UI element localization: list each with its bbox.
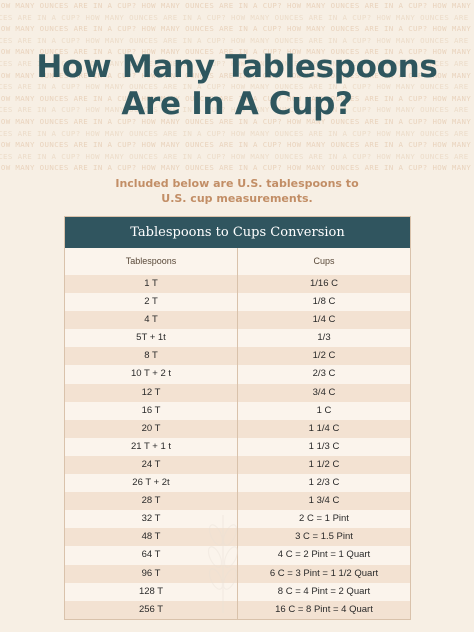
tablespoons-cell: 16 T [65, 401, 238, 420]
column-header-tablespoons: Tablespoons [65, 248, 238, 275]
tablespoons-cell: 8 T [65, 347, 238, 366]
cups-cell: 8 C = 4 Pint = 2 Quart [277, 585, 371, 597]
tablespoons-cell: 24 T [65, 455, 238, 475]
cups-cell: 1/8 C [312, 296, 336, 308]
table-row: 8 T 1/2 C [65, 347, 410, 366]
table-row: 10 T + 2 t 2/3 C [65, 365, 410, 384]
background-pattern-line: HOW MANY OUNCES ARE IN A CUP? HOW MANY O… [0, 116, 474, 126]
table-row: 12 T 3/4 C [65, 383, 410, 402]
table-row: 16 T 1 C [65, 401, 410, 420]
tablespoons-cell: 21 T + 1 t [65, 437, 238, 456]
background-pattern-line: HOW MANY OUNCES ARE IN A CUP? HOW MANY O… [0, 1, 474, 10]
background-pattern-line: HOW MANY OUNCES ARE IN A CUP? HOW MANY O… [0, 58, 474, 68]
tablespoons-cell: 4 T [65, 311, 238, 330]
background-pattern-line: HOW MANY OUNCES ARE IN A CUP? HOW MANY O… [0, 151, 474, 161]
background-pattern-line: HOW MANY OUNCES ARE IN A CUP? HOW MANY O… [0, 128, 474, 138]
table-body: 1 T 1/16 C 2 T 1/8 C 4 T 1/4 C 5T + 1t 1/3 8 T 1/… [65, 275, 410, 619]
background-pattern-line: HOW MANY OUNCES ARE IN A CUP? HOW MANY O… [0, 24, 474, 34]
table-column-headers: Tablespoons Cups [65, 248, 410, 275]
cups-cell: 1/3 [317, 332, 331, 344]
background-pattern-line: HOW MANY OUNCES ARE IN A CUP? HOW MANY O… [0, 70, 474, 80]
cups-cell: 1 1/4 C [308, 422, 340, 434]
cups-cell: 2/3 C [312, 368, 336, 380]
cups-cell: 16 C = 8 Pint = 4 Quart [275, 603, 373, 615]
tablespoons-cell: 10 T + 2 t [65, 365, 238, 384]
tablespoons-cell: 96 T [65, 564, 238, 583]
tablespoons-cell: 64 T [65, 546, 238, 565]
tablespoons-cell: 28 T [65, 492, 238, 511]
page-title: How Many Tablespoons Are In A Cup? [0, 49, 474, 123]
table-row: 2 T 1/8 C [65, 293, 410, 312]
subtitle: Included below are U.S. tablespoons to U… [0, 176, 474, 206]
tablespoons-cell: 1 T [65, 275, 238, 294]
tablespoons-cell: 256 T [65, 600, 238, 619]
background-pattern-line: HOW MANY OUNCES ARE IN A CUP? HOW MANY O… [0, 82, 474, 92]
cups-cell: 2 C = 1 Pint [299, 513, 349, 525]
cups-cell: 1 2/3 C [308, 477, 340, 489]
cups-cell: 4 C = 2 Pint = 1 Quart [277, 549, 371, 561]
table-row: 128 T 8 C = 4 Pint = 2 Quart [65, 582, 410, 601]
background-pattern-line: HOW MANY OUNCES ARE IN A CUP? HOW MANY O… [0, 35, 474, 45]
column-header-cups: Cups [313, 256, 335, 266]
cups-cell: 1 1/3 C [308, 440, 340, 452]
table-row: 96 T 6 C = 3 Pint = 1 1/2 Quart [65, 564, 410, 583]
cups-cell: 1/2 C [312, 350, 336, 362]
table-row: 48 T 3 C = 1.5 Pint [65, 528, 410, 547]
table-row: 28 T 1 3/4 C [65, 492, 410, 511]
tablespoons-cell: 12 T [65, 383, 238, 402]
title-line-1: How Many Tablespoons [36, 49, 438, 85]
cups-cell: 3 C = 1.5 Pint [295, 531, 353, 543]
table-row: 20 T 1 1/4 C [65, 419, 410, 438]
table-row: 64 T 4 C = 2 Pint = 1 Quart [65, 546, 410, 565]
tablespoons-cell: 20 T [65, 419, 238, 438]
cups-cell: 1/16 C [310, 278, 338, 289]
table-row: 256 T 16 C = 8 Pint = 4 Quart [65, 600, 410, 619]
tablespoons-cell: 2 T [65, 293, 238, 312]
background-pattern-line: HOW MANY OUNCES ARE IN A CUP? HOW MANY O… [0, 93, 474, 103]
title-line-2: Are In A Cup? [121, 86, 353, 122]
tablespoons-cell: 5T + 1t [65, 329, 238, 348]
background-text-pattern: HOW MANY OUNCES ARE IN A CUP? HOW MANY O… [0, 0, 474, 175]
table-row: 32 T 2 C = 1 Pint [65, 510, 410, 529]
tablespoons-cell: 128 T [65, 582, 238, 601]
conversion-table: Tablespoons to Cups Conversion Tablespoo… [64, 216, 411, 620]
background-pattern-line: HOW MANY OUNCES ARE IN A CUP? HOW MANY O… [0, 12, 474, 22]
tablespoons-cell: 26 T + 2t [65, 474, 238, 493]
table-row: 24 T 1 1/2 C [65, 455, 410, 475]
tablespoons-cell: 48 T [65, 528, 238, 547]
cups-cell: 1/4 C [312, 314, 336, 326]
table-row: 26 T + 2t 1 2/3 C [65, 474, 410, 493]
cups-cell: 1 C [316, 404, 332, 416]
tablespoons-cell: 32 T [65, 510, 238, 529]
background-pattern-line: HOW MANY OUNCES ARE IN A CUP? HOW MANY O… [0, 47, 474, 57]
background-pattern-line: HOW MANY OUNCES ARE IN A CUP? HOW MANY O… [0, 140, 474, 150]
cups-cell: 1 3/4 C [308, 495, 340, 507]
subtitle-line-1: Included below are U.S. tablespoons to [115, 177, 359, 190]
table-row: 21 T + 1 t 1 1/3 C [65, 437, 410, 456]
table-row: 4 T 1/4 C [65, 311, 410, 330]
table-title: Tablespoons to Cups Conversion [65, 217, 410, 248]
cups-cell: 1 1/2 C [308, 458, 340, 470]
table-row: 5T + 1t 1/3 [65, 329, 410, 348]
subtitle-line-2: U.S. cup measurements. [161, 192, 313, 205]
table-row: 1 T 1/16 C [65, 275, 410, 294]
cups-cell: 3/4 C [312, 386, 336, 398]
background-pattern-line: HOW MANY OUNCES ARE IN A CUP? HOW MANY O… [0, 105, 474, 115]
background-pattern-line: HOW MANY OUNCES ARE IN A CUP? HOW MANY O… [0, 163, 474, 173]
cups-cell: 6 C = 3 Pint = 1 1/2 Quart [269, 567, 379, 579]
